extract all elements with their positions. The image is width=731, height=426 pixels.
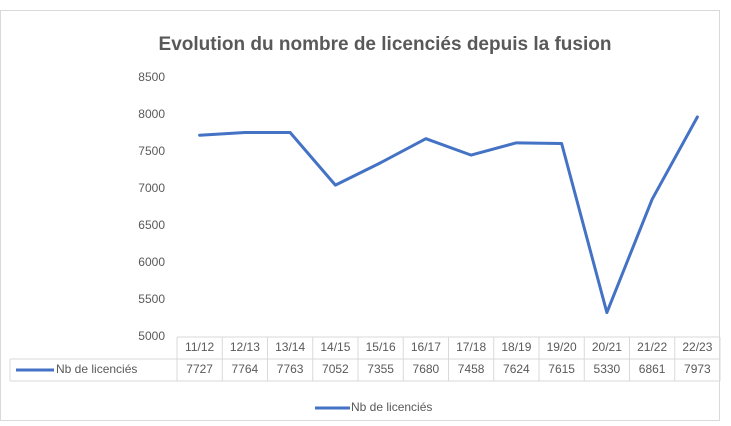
table-value: 7727 — [186, 362, 213, 376]
x-tick-label: 16/17 — [411, 340, 441, 354]
table-value: 7052 — [322, 362, 349, 376]
x-tick-label: 14/15 — [320, 340, 350, 354]
chart-title: Evolution du nombre de licenciés depuis … — [159, 34, 612, 55]
table-value: 7763 — [277, 362, 304, 376]
y-tick-label: 7000 — [138, 181, 165, 195]
table-value: 7680 — [413, 362, 440, 376]
y-tick-label: 5500 — [138, 292, 165, 306]
x-tick-label: 18/19 — [501, 340, 531, 354]
y-tick-label: 8000 — [138, 107, 165, 121]
x-tick-label: 11/12 — [185, 340, 214, 354]
x-tick-label: 17/18 — [456, 340, 486, 354]
table-series-name: Nb de licenciés — [56, 362, 137, 376]
x-tick-label: 22/23 — [682, 340, 712, 354]
table-value: 7458 — [458, 362, 485, 376]
chart-border — [0, 10, 720, 421]
x-tick-label: 13/14 — [275, 340, 305, 354]
table-value: 7624 — [503, 362, 530, 376]
y-tick-label: 8500 — [138, 70, 165, 84]
table-value: 7355 — [367, 362, 394, 376]
table-value: 7615 — [548, 362, 575, 376]
y-tick-label: 6000 — [138, 255, 165, 269]
table-value: 7973 — [684, 362, 711, 376]
y-tick-label: 7500 — [138, 144, 165, 158]
x-tick-label: 21/22 — [637, 340, 667, 354]
table-value: 7764 — [232, 362, 259, 376]
table-value: 6861 — [639, 362, 666, 376]
y-tick-label: 5000 — [138, 329, 165, 343]
legend-label: Nb de licenciés — [351, 400, 432, 414]
table-value: 5330 — [594, 362, 621, 376]
y-tick-label: 6500 — [138, 218, 165, 232]
x-tick-label: 15/16 — [366, 340, 396, 354]
x-tick-label: 19/20 — [547, 340, 577, 354]
x-tick-label: 20/21 — [592, 340, 622, 354]
line-series — [198, 115, 699, 315]
x-tick-label: 12/13 — [230, 340, 260, 354]
